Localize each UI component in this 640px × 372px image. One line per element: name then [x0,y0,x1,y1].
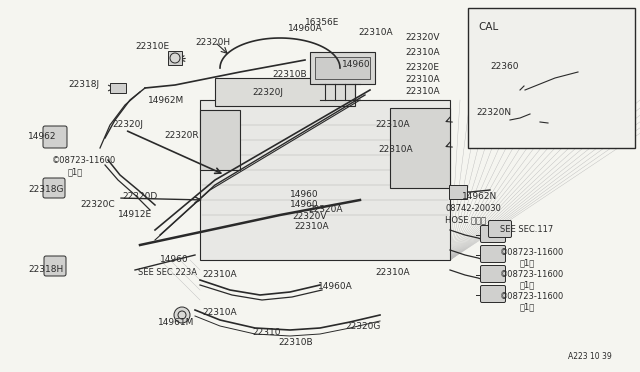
Text: 14960: 14960 [342,60,371,69]
Bar [390,108,450,188]
Text: 22310A: 22310A [202,308,237,317]
Text: ©08723-11600: ©08723-11600 [52,156,116,165]
Text: 22310E: 22310E [135,42,169,51]
Circle shape [541,123,555,137]
Text: 14962M: 14962M [148,96,184,105]
Bar [468,8,635,148]
Text: HOSE ホース: HOSE ホース [445,215,486,224]
Text: CAL: CAL [478,22,499,32]
Bar [531,110,541,118]
Circle shape [545,127,551,133]
Text: 22320H: 22320H [195,38,230,47]
Text: 22310A: 22310A [202,270,237,279]
FancyBboxPatch shape [43,126,67,148]
Text: 22360: 22360 [490,62,518,71]
Text: 14962: 14962 [28,132,56,141]
Bar [449,185,467,199]
Text: 22310B: 22310B [278,338,312,347]
Text: 22318H: 22318H [28,265,63,274]
Text: （1）: （1） [520,302,535,311]
Text: 22310A: 22310A [375,120,410,129]
Text: 08742-20030: 08742-20030 [445,204,501,213]
Text: 22320E: 22320E [405,63,439,72]
Text: 22310A: 22310A [378,145,413,154]
Text: ©08723-11600: ©08723-11600 [500,292,564,301]
FancyBboxPatch shape [44,256,66,276]
Text: 14960A: 14960A [288,24,323,33]
Bar [215,78,355,106]
Text: 14912E: 14912E [118,210,152,219]
Text: 22320N: 22320N [476,108,511,117]
Circle shape [178,311,186,319]
Bar [168,51,182,65]
FancyBboxPatch shape [481,246,506,263]
Text: 22310A: 22310A [405,87,440,96]
Text: 14962N: 14962N [462,192,497,201]
Text: 14961M: 14961M [158,318,195,327]
Bar [310,52,375,84]
Text: A223 10 39: A223 10 39 [568,352,612,361]
Text: 22320D: 22320D [122,192,157,201]
Text: 22310B: 22310B [272,70,307,79]
Text: SEE SEC.117: SEE SEC.117 [500,225,553,234]
Text: 22320G: 22320G [345,322,380,331]
Text: （1）: （1） [520,280,535,289]
Text: 22310A: 22310A [294,222,328,231]
FancyBboxPatch shape [481,285,506,302]
Bar [110,83,126,93]
FancyBboxPatch shape [481,225,506,243]
Circle shape [170,53,180,63]
Text: 22320C: 22320C [80,200,115,209]
FancyBboxPatch shape [481,266,506,282]
Bar [200,100,450,260]
Circle shape [584,62,596,74]
Text: 22310A: 22310A [405,48,440,57]
Text: 22310A: 22310A [375,268,410,277]
Text: 22320J: 22320J [112,120,143,129]
Text: 22310: 22310 [252,328,280,337]
FancyBboxPatch shape [43,178,65,198]
Bar [200,110,240,170]
Circle shape [578,56,602,80]
Text: （1）: （1） [68,167,83,176]
Text: ©08723-11600: ©08723-11600 [500,248,564,257]
Text: 22320A: 22320A [308,205,342,214]
Text: 22320J: 22320J [252,88,283,97]
Text: 22320V: 22320V [405,33,440,42]
Circle shape [588,66,592,70]
Text: 14960: 14960 [160,255,189,264]
Text: 22318G: 22318G [28,185,63,194]
Text: 22310A: 22310A [358,28,392,37]
Text: 22320V: 22320V [292,212,326,221]
Text: 14960A: 14960A [318,282,353,291]
FancyBboxPatch shape [488,221,511,237]
Text: 22318J: 22318J [68,80,99,89]
Text: SEE SEC.223A: SEE SEC.223A [138,268,197,277]
Text: 14960: 14960 [290,190,319,199]
Text: ©08723-11600: ©08723-11600 [500,270,564,279]
Text: 22320R: 22320R [164,131,198,140]
Text: 14960: 14960 [290,200,319,209]
Bar [315,57,370,79]
Circle shape [174,307,190,323]
Text: 22310A: 22310A [405,75,440,84]
Text: 16356E: 16356E [305,18,339,27]
Text: （1）: （1） [520,258,535,267]
